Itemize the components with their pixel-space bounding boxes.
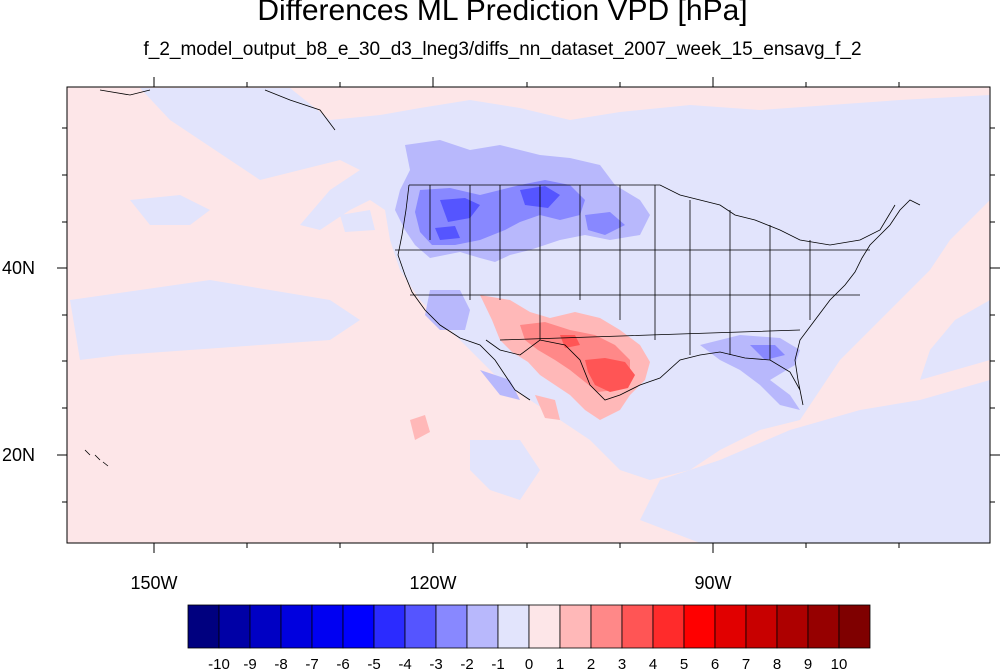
- colorbar-label: 0: [525, 656, 533, 672]
- colorbar-label: -5: [367, 656, 380, 672]
- colorbar-swatch: [280, 604, 313, 649]
- colorbar-label: -2: [460, 656, 473, 672]
- colorbar-swatch: [497, 604, 530, 649]
- colorbar-swatch: [466, 604, 499, 649]
- colorbar-swatch: [683, 604, 716, 649]
- colorbar-swatch: [776, 604, 809, 649]
- x-tick-label: 120W: [409, 573, 456, 593]
- colorbar-swatch: [590, 604, 623, 649]
- colorbar-swatch: [559, 604, 592, 649]
- colorbar-swatch: [373, 604, 406, 649]
- coastlines-and-borders: [84, 89, 921, 467]
- colorbar-label: 2: [587, 656, 595, 672]
- y-minor-ticks: [62, 127, 995, 503]
- colorbar-swatch: [218, 604, 251, 649]
- colorbar-swatch: [342, 604, 375, 649]
- colorbar-swatch: [404, 604, 437, 649]
- y-tick-label: 20N: [2, 445, 35, 465]
- colorbar-swatch: [621, 604, 654, 649]
- colorbar-swatch: [714, 604, 747, 649]
- colorbar-label: -3: [429, 656, 442, 672]
- colorbar-label: -1: [491, 656, 504, 672]
- colorbar: -10 -9 -8 -7 -6 -5 -4 -3 -2 -1 0 1 2 3 4 5 6 7 8 9 10: [187, 604, 871, 672]
- colorbar-label: 7: [742, 656, 750, 672]
- colorbar-label: -8: [274, 656, 287, 672]
- colorbar-label: -9: [243, 656, 256, 672]
- colorbar-label: -4: [398, 656, 411, 672]
- x-minor-ticks: [246, 82, 900, 548]
- colorbar-label: 8: [773, 656, 781, 672]
- colorbar-label: -10: [208, 656, 230, 672]
- x-tick-label: 150W: [130, 573, 177, 593]
- colorbar-label: 10: [831, 656, 848, 672]
- x-tick-label: 90W: [694, 573, 731, 593]
- colorbar-swatch: [311, 604, 344, 649]
- colorbar-label: 3: [618, 656, 626, 672]
- colorbar-swatch: [249, 604, 282, 649]
- y-major-ticks: [57, 267, 1000, 456]
- colorbar-swatch: [838, 604, 871, 649]
- colorbar-swatch: [528, 604, 561, 649]
- colorbar-swatch: [652, 604, 685, 649]
- colorbar-swatch: [435, 604, 468, 649]
- colorbar-swatch: [807, 604, 840, 649]
- y-tick-label: 40N: [2, 258, 35, 278]
- colorbar-label: 1: [556, 656, 564, 672]
- x-major-ticks: [153, 77, 714, 553]
- colorbar-label: 9: [804, 656, 812, 672]
- negative-light-regions: [70, 88, 990, 543]
- colorbar-label: -6: [336, 656, 349, 672]
- colorbar-label: 5: [680, 656, 688, 672]
- colorbar-label: -7: [305, 656, 318, 672]
- map-subtitle: f_2_model_output_b8_e_30_d3_lneg3/diffs_…: [143, 39, 862, 60]
- colorbar-swatch: [745, 604, 778, 649]
- map-title: Differences ML Prediction VPD [hPa]: [257, 0, 748, 27]
- colorbar-label: 6: [711, 656, 719, 672]
- colorbar-label: 4: [649, 656, 657, 672]
- colorbar-swatch: [187, 604, 220, 649]
